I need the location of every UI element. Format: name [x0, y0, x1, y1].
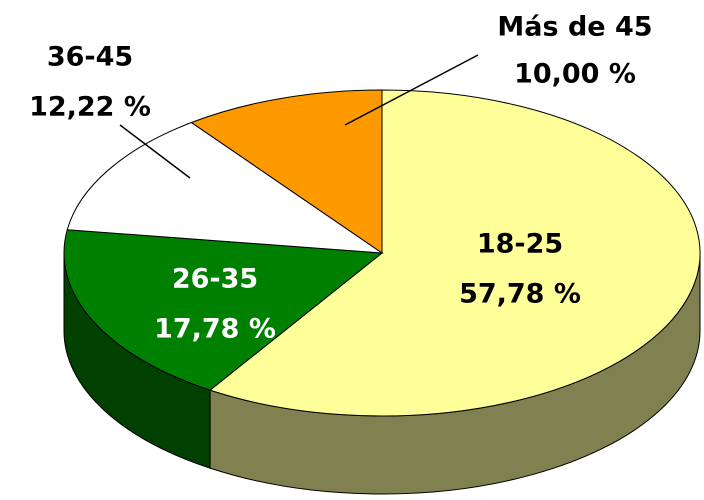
- leader-line: [344, 54, 479, 126]
- labels: 18-25 57,78 % 26-35 17,78 % 36-45 12,22 % Más …: [29, 12, 653, 345]
- pie-tops: [63, 89, 701, 417]
- slice-label: Más de 45: [497, 12, 652, 43]
- slice: [66, 121, 384, 254]
- slice: [209, 89, 701, 417]
- value-label: 10,00 %: [514, 59, 636, 90]
- slice-label: 26-35: [172, 264, 258, 295]
- value-label: 17,78 %: [154, 314, 276, 345]
- value-label: 12,22 %: [29, 92, 151, 123]
- leader-line: [119, 124, 191, 179]
- slice: [190, 89, 383, 254]
- slice-label: 18-25: [477, 229, 563, 260]
- slice-label: 36-45: [47, 42, 133, 73]
- slice: [63, 229, 384, 391]
- value-label: 57,78 %: [459, 279, 581, 310]
